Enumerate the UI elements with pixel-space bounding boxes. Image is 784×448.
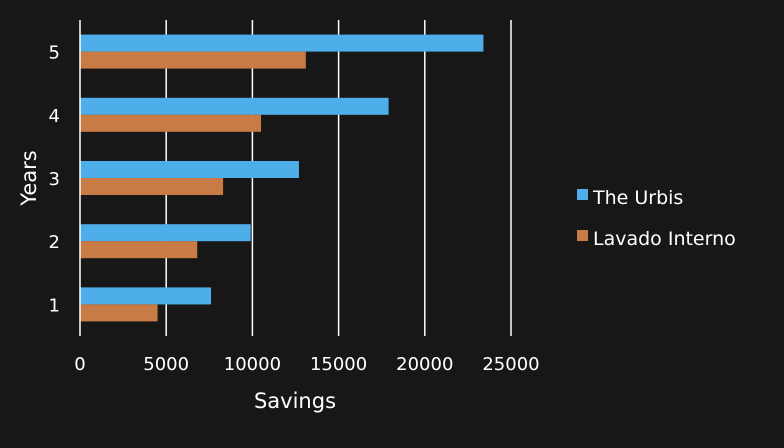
bar-lavado-interno [80,241,198,259]
y-axis-title: Years [17,150,41,206]
bar-lavado-interno [80,114,262,132]
y-tick-label: 5 [49,43,60,64]
bar-the-urbis [80,287,212,305]
y-tick-label: 3 [49,169,60,190]
x-tick-label: 20000 [396,354,453,375]
bar-the-urbis [80,34,484,52]
legend-swatch [577,189,588,200]
x-axis-title: Savings [254,389,336,413]
bar-lavado-interno [80,51,306,69]
x-tick-label: 15000 [310,354,367,375]
bar-the-urbis [80,97,389,115]
legend-swatch [577,230,588,241]
bar-the-urbis [80,224,251,242]
bar-lavado-interno [80,304,158,322]
axes: 0 5000 10000 15000 20000 25000 1 2 3 4 5 [49,20,540,375]
y-tick-label: 1 [49,295,60,316]
legend-label: The Urbis [592,187,683,209]
x-tick-label: 5000 [143,354,189,375]
x-tick-label: 25000 [482,354,539,375]
bars [80,34,484,322]
y-tick-label: 2 [49,232,60,253]
legend: The Urbis Lavado Interno [577,187,736,250]
x-tick-label: 10000 [224,354,281,375]
bar-lavado-interno [80,178,224,195]
bar-the-urbis [80,161,299,178]
y-tick-label: 4 [49,106,60,127]
x-tick-label: 0 [74,354,85,375]
gridlines [165,20,512,336]
legend-label: Lavado Interno [593,228,736,250]
